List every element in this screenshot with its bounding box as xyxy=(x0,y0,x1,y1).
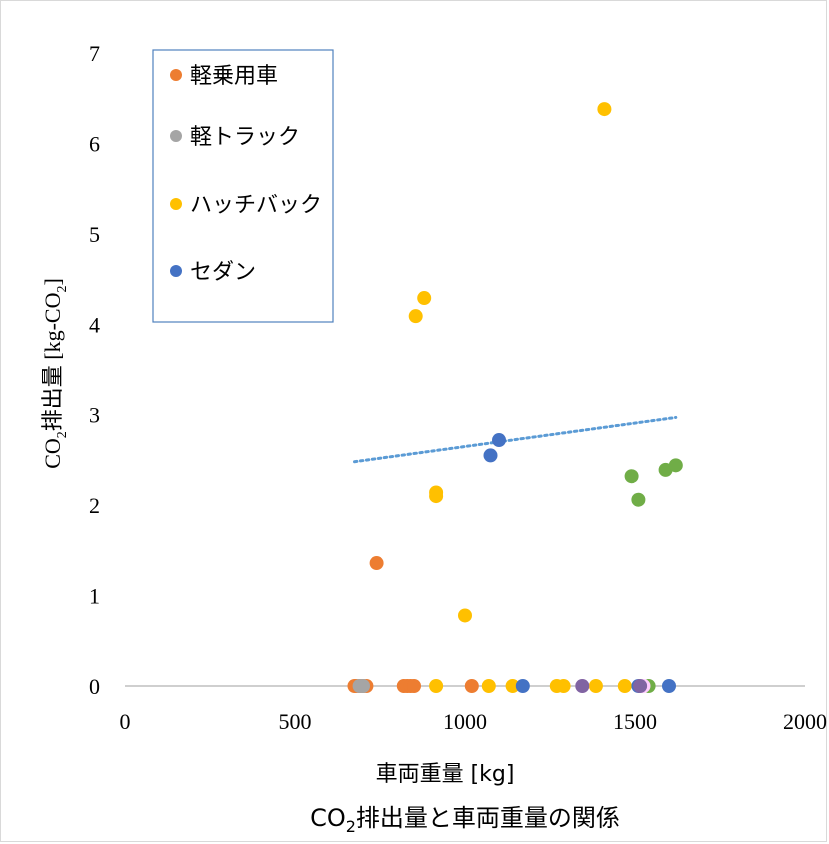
data-point xyxy=(668,458,683,473)
y-tick-label: 1 xyxy=(89,584,100,609)
y-tick-label: 2 xyxy=(89,493,100,518)
data-point xyxy=(481,679,496,693)
data-point xyxy=(483,448,498,463)
data-point xyxy=(631,492,646,507)
data-point xyxy=(458,608,472,623)
trendline xyxy=(353,415,678,464)
data-point xyxy=(505,679,520,693)
x-tick-label: 500 xyxy=(279,709,312,734)
y-tick-label: 7 xyxy=(89,41,100,66)
legend-label: ハッチバック xyxy=(190,193,322,218)
data-point xyxy=(588,679,603,693)
legend-marker xyxy=(170,198,182,210)
data-point xyxy=(556,679,571,693)
y-tick-labels: 0 1 2 3 4 5 6 7 xyxy=(89,41,100,699)
x-tick-label: 0 xyxy=(120,709,131,734)
legend-box xyxy=(152,49,334,323)
data-point xyxy=(633,679,648,693)
y-tick-label: 0 xyxy=(89,674,100,699)
legend-label: 軽乗用車 xyxy=(190,64,278,89)
data-point xyxy=(429,489,444,504)
data-point xyxy=(617,679,632,693)
y-tick-label: 5 xyxy=(89,222,100,247)
data-point xyxy=(662,679,676,693)
data-point xyxy=(624,469,639,484)
x-tick-labels: 0 500 1000 1500 2000 xyxy=(120,709,828,734)
y-tick-label: 6 xyxy=(89,131,100,156)
y-tick-label: 4 xyxy=(89,312,100,337)
data-point xyxy=(408,309,423,324)
chart-title: CO2排出量と車両重量の関係 xyxy=(310,804,620,836)
data-point xyxy=(429,679,444,693)
legend-marker xyxy=(170,130,182,142)
x-tick-label: 1500 xyxy=(613,709,657,734)
data-points xyxy=(347,102,683,693)
legend-label: セダン xyxy=(190,260,256,285)
legend-marker xyxy=(170,265,182,277)
x-tick-label: 1000 xyxy=(443,709,487,734)
x-tick-label: 2000 xyxy=(783,709,827,734)
data-point xyxy=(575,679,590,693)
data-point xyxy=(492,433,506,448)
x-axis-label: 車両重量 [kg] xyxy=(376,762,515,787)
data-point xyxy=(515,679,530,693)
data-point xyxy=(369,556,384,571)
data-point xyxy=(407,679,421,693)
data-point xyxy=(464,679,479,693)
data-point xyxy=(597,102,612,117)
y-tick-label: 3 xyxy=(89,403,100,428)
legend-marker xyxy=(170,69,182,81)
y-axis-label: CO2排出量 [kg-CO2] xyxy=(40,278,70,469)
data-point xyxy=(356,679,370,693)
legend-label: 軽トラック xyxy=(190,125,300,150)
data-point xyxy=(417,291,432,306)
